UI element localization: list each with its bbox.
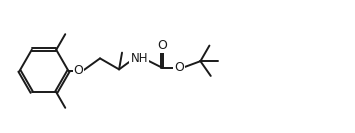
- Text: NH: NH: [130, 52, 148, 65]
- Text: O: O: [174, 61, 184, 74]
- Text: O: O: [73, 65, 83, 78]
- Text: O: O: [157, 39, 167, 52]
